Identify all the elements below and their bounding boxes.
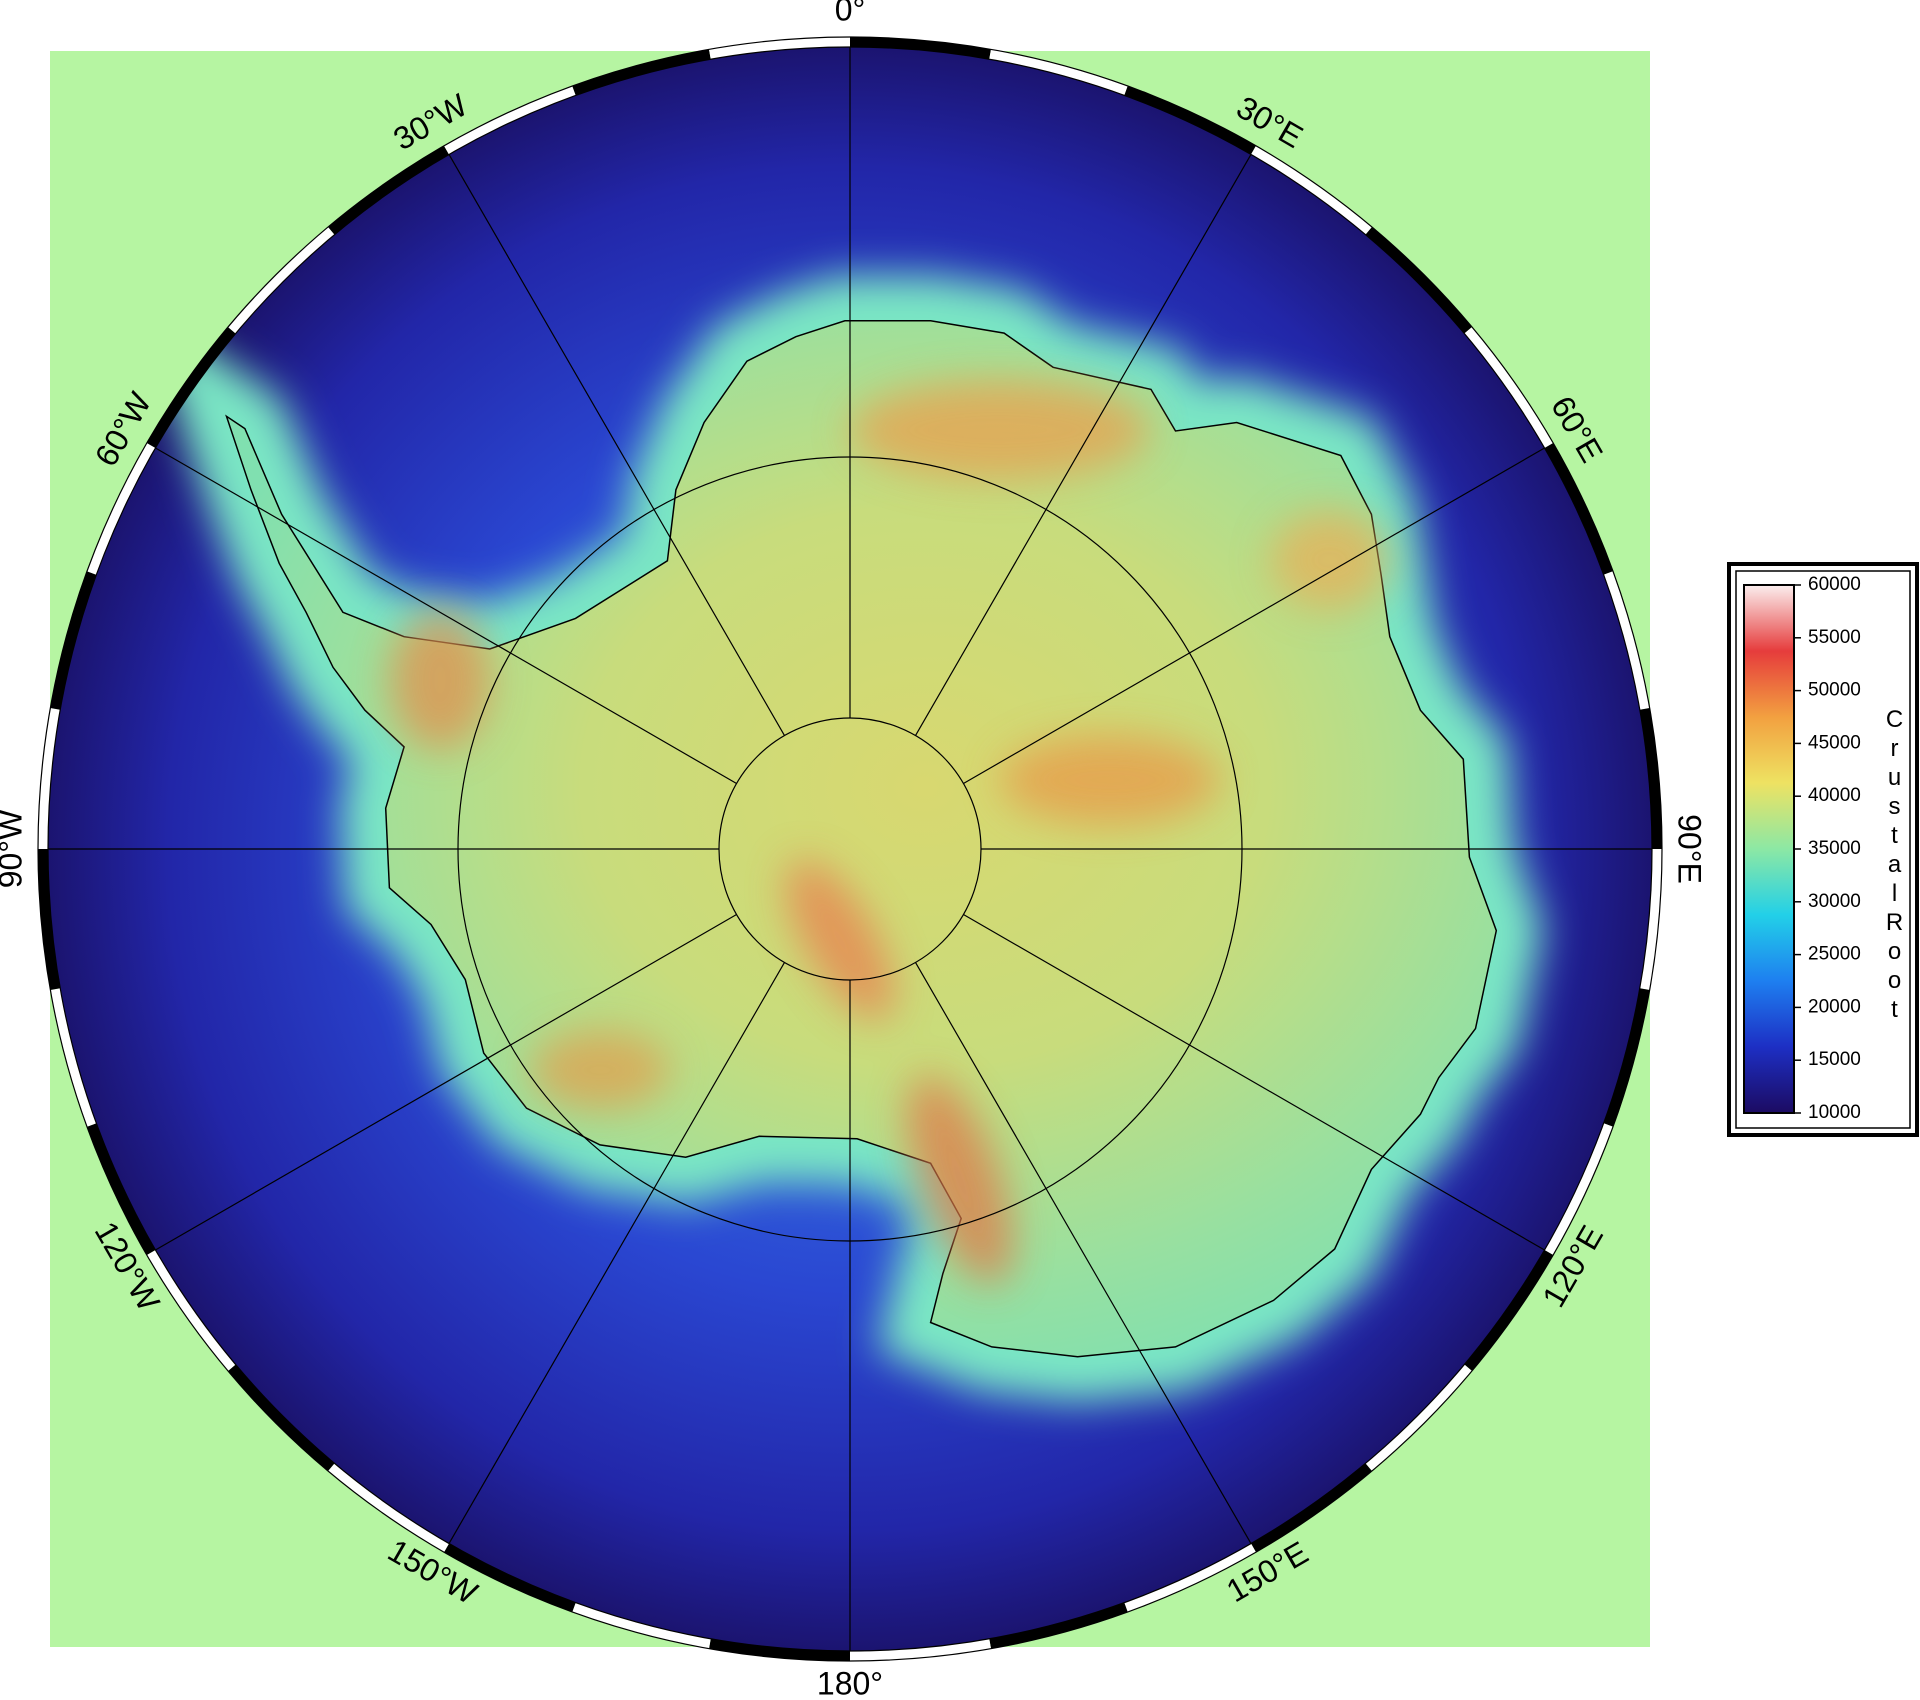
frame-segment (227, 1364, 335, 1472)
meridian (914, 962, 1252, 1544)
continent (225, 320, 1498, 1358)
colorbar-frame-inner (1735, 570, 1911, 1129)
frame-segment (50, 988, 97, 1127)
frame-segment (1603, 988, 1650, 1127)
frame-outline (37, 36, 1663, 1662)
frame-segment (38, 848, 61, 991)
coastline (225, 320, 1498, 1358)
meridian (448, 154, 786, 736)
colorbar-tick-label: 35000 (1808, 838, 1861, 859)
colorbar-tick-label: 45000 (1808, 732, 1861, 753)
frame-segment (1464, 327, 1554, 449)
frame-segment (1603, 571, 1650, 710)
graticule-label: 180° (817, 1665, 883, 1700)
graticule-label: 0° (835, 0, 866, 27)
frame-segment (86, 1123, 156, 1255)
frame-segment (1365, 1364, 1473, 1472)
frame-segment (227, 226, 335, 334)
graticule (48, 47, 1652, 1651)
frame-segment (146, 1249, 236, 1371)
colorbar-tick-label: 55000 (1808, 627, 1861, 648)
meridian (963, 447, 1545, 785)
meridian (914, 154, 1252, 736)
frame-segment (1124, 1543, 1256, 1613)
frame-segment (1250, 145, 1372, 235)
colorbar-tick-label: 60000 (1808, 574, 1861, 595)
frame-segment (1464, 1249, 1554, 1371)
frame-segment (146, 327, 236, 449)
frame-segment (989, 49, 1128, 96)
frame-segment (1544, 443, 1614, 575)
colorbar-tick-label: 10000 (1808, 1102, 1861, 1123)
frame-segment (1544, 1123, 1614, 1255)
graticule-label: 90°E (1672, 814, 1708, 884)
frame-segment (444, 1543, 576, 1613)
frame-segment (1639, 707, 1662, 850)
colorbar-title: CrustalRoot (1881, 706, 1908, 1025)
frame-segment (1365, 226, 1473, 334)
frame-segment (444, 85, 576, 155)
meridian (155, 913, 737, 1251)
frame-segment (989, 1602, 1128, 1649)
frame-segment (849, 37, 992, 60)
colorbar-tick-label: 15000 (1808, 1049, 1861, 1070)
frame-segment (572, 49, 711, 96)
frame-segment (708, 1638, 851, 1661)
frame-segment (50, 571, 97, 710)
highlands (390, 380, 1390, 1285)
colorbar-tick-label: 40000 (1808, 785, 1861, 806)
continent-fill (226, 320, 1497, 1357)
colorbar-tick-label: 50000 (1808, 680, 1861, 701)
colorbar-tick-label: 25000 (1808, 944, 1861, 965)
frame-segment (328, 1463, 450, 1553)
graticule-label: 90°W (0, 809, 28, 888)
frame (37, 36, 1663, 1662)
map-disc (48, 47, 1652, 1651)
colorbar-tick-label: 20000 (1808, 996, 1861, 1017)
frame-segment (1124, 85, 1256, 155)
frame-segment (849, 1638, 992, 1661)
colorbar-scale (1743, 584, 1795, 1114)
colorbar: 10000 15000 20000 25000 30000 35000 40000 45000… (1727, 562, 1919, 1137)
frame-segment (328, 145, 450, 235)
meridian (963, 913, 1545, 1251)
frame-outline (47, 46, 1653, 1652)
meridian (448, 962, 786, 1544)
frame-segment (572, 1602, 711, 1649)
frame-segment (38, 707, 61, 850)
colorbar-tick-label: 30000 (1808, 891, 1861, 912)
frame-segment (1250, 1463, 1372, 1553)
meridian (155, 447, 737, 785)
frame-segment (86, 443, 156, 575)
frame-segment (1639, 848, 1662, 991)
frame-segment (708, 37, 851, 60)
